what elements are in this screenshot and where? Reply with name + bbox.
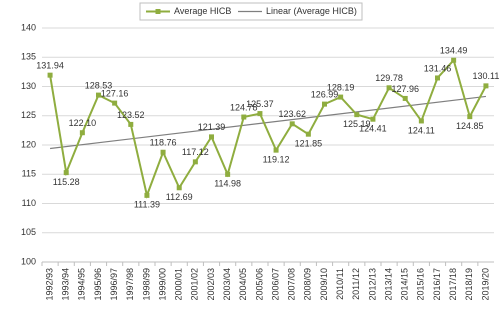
marker (47, 72, 53, 78)
marker (79, 130, 85, 136)
y-tick-label: 140 (21, 22, 36, 32)
marker (112, 100, 118, 106)
data-label: 111.39 (134, 200, 160, 210)
x-tick-label: 2016/17 (432, 268, 442, 301)
y-tick-label: 115 (22, 169, 36, 179)
marker (451, 57, 457, 63)
marker (209, 134, 214, 140)
marker (225, 171, 231, 177)
trendline (50, 95, 486, 150)
x-tick-label: 1992/93 (44, 268, 54, 301)
x-tick-label: 2007/08 (287, 268, 297, 301)
data-label: 124.11 (408, 125, 435, 135)
data-label: 114.98 (214, 179, 241, 189)
data-label: 125.37 (246, 99, 274, 109)
marker (370, 116, 376, 122)
data-label: 122.10 (69, 118, 97, 128)
x-tick-label: 2014/15 (400, 268, 410, 301)
marker (402, 95, 408, 101)
data-label: 119.12 (263, 155, 290, 165)
marker (305, 131, 311, 137)
marker (418, 118, 424, 124)
x-tick-label: 2019/20 (480, 268, 490, 301)
marker (354, 112, 360, 118)
marker (273, 147, 279, 153)
marker (176, 185, 182, 191)
x-tick-label: 2017/18 (448, 268, 458, 301)
x-tick-label: 2015/16 (416, 268, 426, 301)
y-tick-label: 130 (21, 81, 36, 91)
x-tick-label: 1998/99 (141, 268, 151, 301)
x-tick-label: 2000/01 (174, 268, 184, 301)
y-tick-label: 120 (21, 139, 36, 149)
x-tick-label: 2012/13 (367, 268, 377, 301)
data-label: 129.78 (375, 73, 403, 83)
data-line (49, 58, 487, 199)
y-tick-label: 135 (21, 52, 36, 62)
legend-marker (155, 9, 161, 14)
y-tick-label: 105 (21, 227, 36, 237)
data-label: 124.41 (359, 124, 387, 134)
data-label: 121.39 (198, 122, 226, 132)
marker (322, 101, 327, 107)
data-label: 124.78 (230, 102, 258, 112)
marker (435, 75, 440, 81)
x-tick-label: 1995/96 (93, 268, 103, 301)
data-label: 127.96 (391, 84, 419, 94)
data-label: 115.28 (53, 177, 80, 187)
x-tick-label: 1993/94 (61, 268, 71, 301)
marker (144, 192, 150, 198)
data-label: 131.94 (36, 61, 64, 71)
x-tick-label: 1997/98 (125, 268, 135, 301)
legend-label: Linear (Average HICB) (266, 6, 357, 16)
marker (467, 114, 473, 120)
x-tick-label: 1999/00 (157, 268, 167, 301)
x-tick-label: 1996/97 (109, 268, 119, 301)
data-label: 121.85 (295, 139, 323, 149)
marker (63, 170, 69, 176)
marker (192, 159, 198, 165)
marker (289, 121, 295, 127)
x-tick-label: 2006/07 (270, 268, 280, 301)
data-label: 130.11 (472, 71, 499, 81)
data-label: 126.99 (311, 89, 339, 99)
x-tick-label: 1994/95 (77, 268, 87, 301)
data-label: 124.85 (456, 121, 484, 131)
x-tick-label: 2011/12 (351, 268, 361, 300)
y-tick-label: 125 (21, 110, 36, 120)
marker (257, 111, 263, 117)
data-label: 118.76 (150, 138, 177, 148)
marker (483, 83, 489, 89)
data-label: 125.19 (343, 119, 371, 129)
marker (386, 85, 392, 91)
x-tick-label: 2002/03 (206, 268, 216, 301)
y-tick-label: 110 (22, 198, 36, 208)
data-label: 123.52 (117, 110, 145, 120)
marker (96, 92, 101, 98)
y-tick-label: 100 (21, 256, 36, 266)
legend-label: Average HICB (174, 6, 231, 16)
marker (160, 149, 166, 155)
x-tick-label: 2004/05 (238, 268, 248, 301)
x-tick-label: 2005/06 (254, 268, 264, 301)
x-tick-label: 2013/14 (383, 268, 393, 301)
data-label: 128.19 (327, 82, 355, 92)
data-label: 112.69 (166, 192, 193, 202)
data-label: 131.46 (424, 63, 452, 73)
x-tick-label: 2003/04 (222, 268, 232, 301)
marker (128, 121, 134, 127)
marker (241, 114, 247, 120)
data-label: 134.49 (440, 46, 468, 56)
marker (338, 94, 344, 100)
x-tick-label: 2008/09 (303, 268, 313, 301)
x-tick-label: 2018/19 (464, 268, 474, 301)
x-tick-label: 2009/10 (319, 268, 329, 301)
data-label: 128.53 (85, 80, 113, 90)
x-tick-label: 2001/02 (190, 268, 200, 301)
data-label: 127.16 (101, 88, 129, 98)
data-label: 117.12 (182, 147, 209, 157)
data-label: 123.62 (278, 109, 306, 119)
x-tick-label: 2010/11 (335, 268, 345, 300)
